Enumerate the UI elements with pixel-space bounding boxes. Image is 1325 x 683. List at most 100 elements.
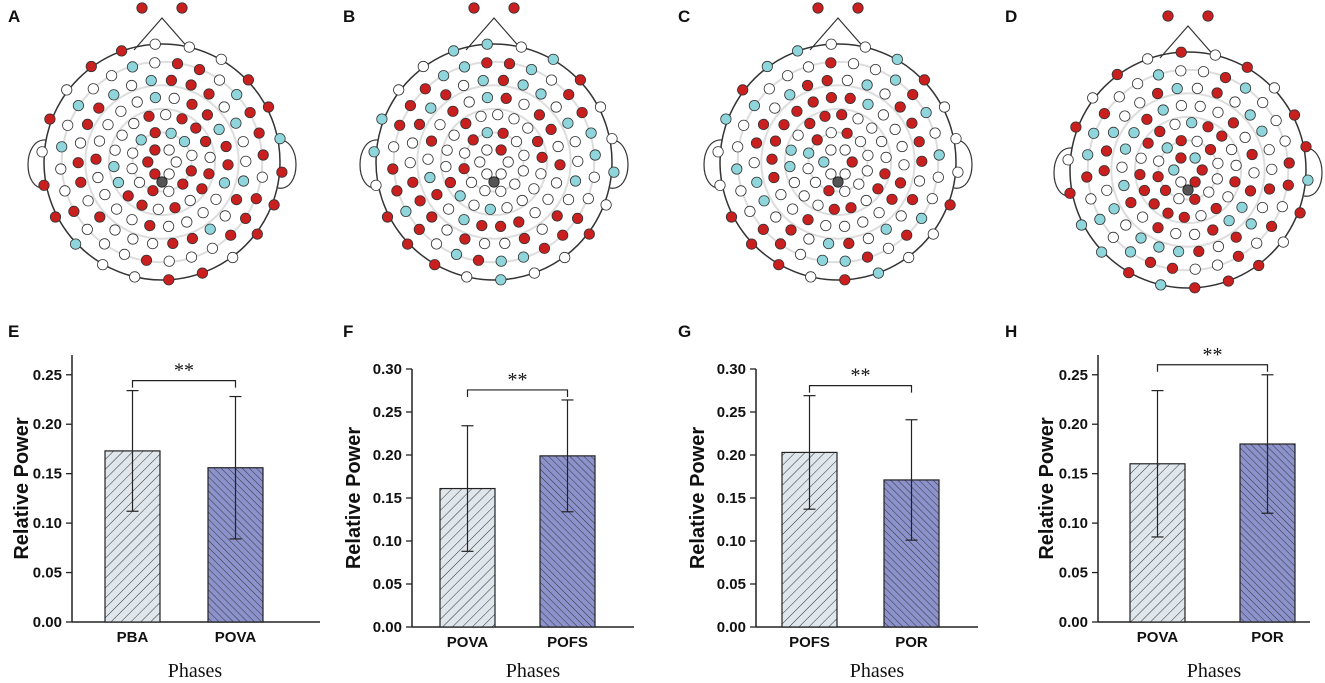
electrode-inactive [457,79,470,92]
electrode-increase [508,2,520,14]
electrode-increase [200,135,212,148]
electrode-increase [220,140,232,153]
electrode-inactive [163,168,175,180]
electrode-decrease [56,141,68,153]
y-tick-label: 0.25 [33,367,62,384]
electrode-increase [1175,46,1187,58]
electrode-increase [1230,231,1242,243]
electrode-inactive [588,171,600,183]
electrode-inactive [896,140,908,153]
electrode-inactive [535,168,547,180]
bar-chart-f: 0.00 0.05 0.10 0.15 0.20 0.25 0.30 POVA POFS ** Re… [343,361,634,682]
electrode-decrease [376,113,388,125]
electrode-increase [143,110,155,122]
electrode-inactive [1116,161,1128,173]
nose [465,17,523,51]
electrode-inactive [898,159,910,171]
electrode-inactive [127,147,139,159]
electrode-inactive [770,211,782,223]
guide-ring [1086,68,1290,272]
electrode-inactive [862,232,875,245]
electrode-increase [404,100,416,112]
electrode-inactive [852,113,864,125]
electrode-increase [225,229,237,241]
electrode-increase [1202,10,1214,22]
electrode-increase [563,89,575,101]
electrode-inactive [99,189,111,201]
electrode-inactive [1107,231,1119,243]
y-tick-label: 0.15 [33,466,62,483]
electrode-decrease [237,175,250,187]
x-tick-label: PBA [117,629,149,646]
head-map-b [359,2,629,286]
electrode-inactive [735,185,747,197]
electrode-increase [1152,171,1164,183]
head-map-a [27,2,297,286]
electrode-inactive [552,140,564,153]
electrode-increase [1152,222,1164,234]
electrode-decrease [731,163,743,175]
electrode-inactive [509,178,521,190]
electrode-inactive [1257,97,1269,109]
significance-marker: ** [851,365,871,387]
electrode-inactive [82,195,94,207]
electrode-increase [94,211,106,223]
electrode-increase [85,60,97,73]
electrode-inactive [129,271,141,283]
electrode-increase [1227,117,1240,129]
electrode-increase [186,232,198,245]
electrode-inactive [92,171,104,184]
electrode-decrease [204,223,216,235]
electrode-inactive [769,102,781,114]
electrode-decrease [145,75,157,87]
electrode-decrease [839,255,851,267]
guide-ring [131,131,193,193]
electrode-inactive [880,151,892,163]
electrode-inactive [87,83,99,95]
electrode-inactive [475,110,487,122]
electrode-inactive [163,144,175,156]
electrode-increase [203,88,215,100]
x-tick-label: POVA [447,634,489,651]
electrode-increase [1148,198,1160,210]
head-map-c [703,2,973,286]
electrode-inactive [479,185,491,197]
reference-electrode [832,176,844,188]
electrode-increase [745,238,758,250]
guide-ring [736,60,940,264]
electrode-increase [557,229,569,241]
electrode-inactive [798,190,810,202]
electrode-inactive [550,177,563,189]
electrode-inactive [838,220,851,232]
electrode-inactive [1266,163,1278,175]
electrode-increase [257,149,269,161]
electrode-increase [791,105,803,117]
electrode-increase [1154,125,1166,138]
electrode-inactive [499,237,511,249]
electrode-increase [262,101,275,113]
electrode-inactive [126,163,138,175]
electrode-increase [468,2,480,14]
electrode-increase [757,223,769,235]
electrode-decrease [748,100,761,112]
electrode-increase [846,156,858,168]
electrode-inactive [430,238,443,250]
electrode-decrease [274,133,286,145]
x-tick-label: POR [1251,629,1284,646]
significance-bracket [808,385,913,393]
electrode-increase [413,223,425,235]
electrode-inactive [1120,219,1132,231]
electrode-inactive [1226,143,1238,156]
electrode-increase [1152,87,1164,100]
electrode-increase [1098,165,1110,177]
electrode-increase [1144,256,1157,268]
electrode-decrease [1236,201,1248,213]
electrode-decrease [1135,232,1147,244]
electrode-decrease [891,53,903,65]
significance-bracket [1156,364,1269,372]
electrode-increase [440,89,452,101]
electrode-inactive [109,144,121,156]
electrode-inactive [763,83,775,95]
electrode-inactive [515,41,527,53]
electrode-inactive [542,193,554,205]
